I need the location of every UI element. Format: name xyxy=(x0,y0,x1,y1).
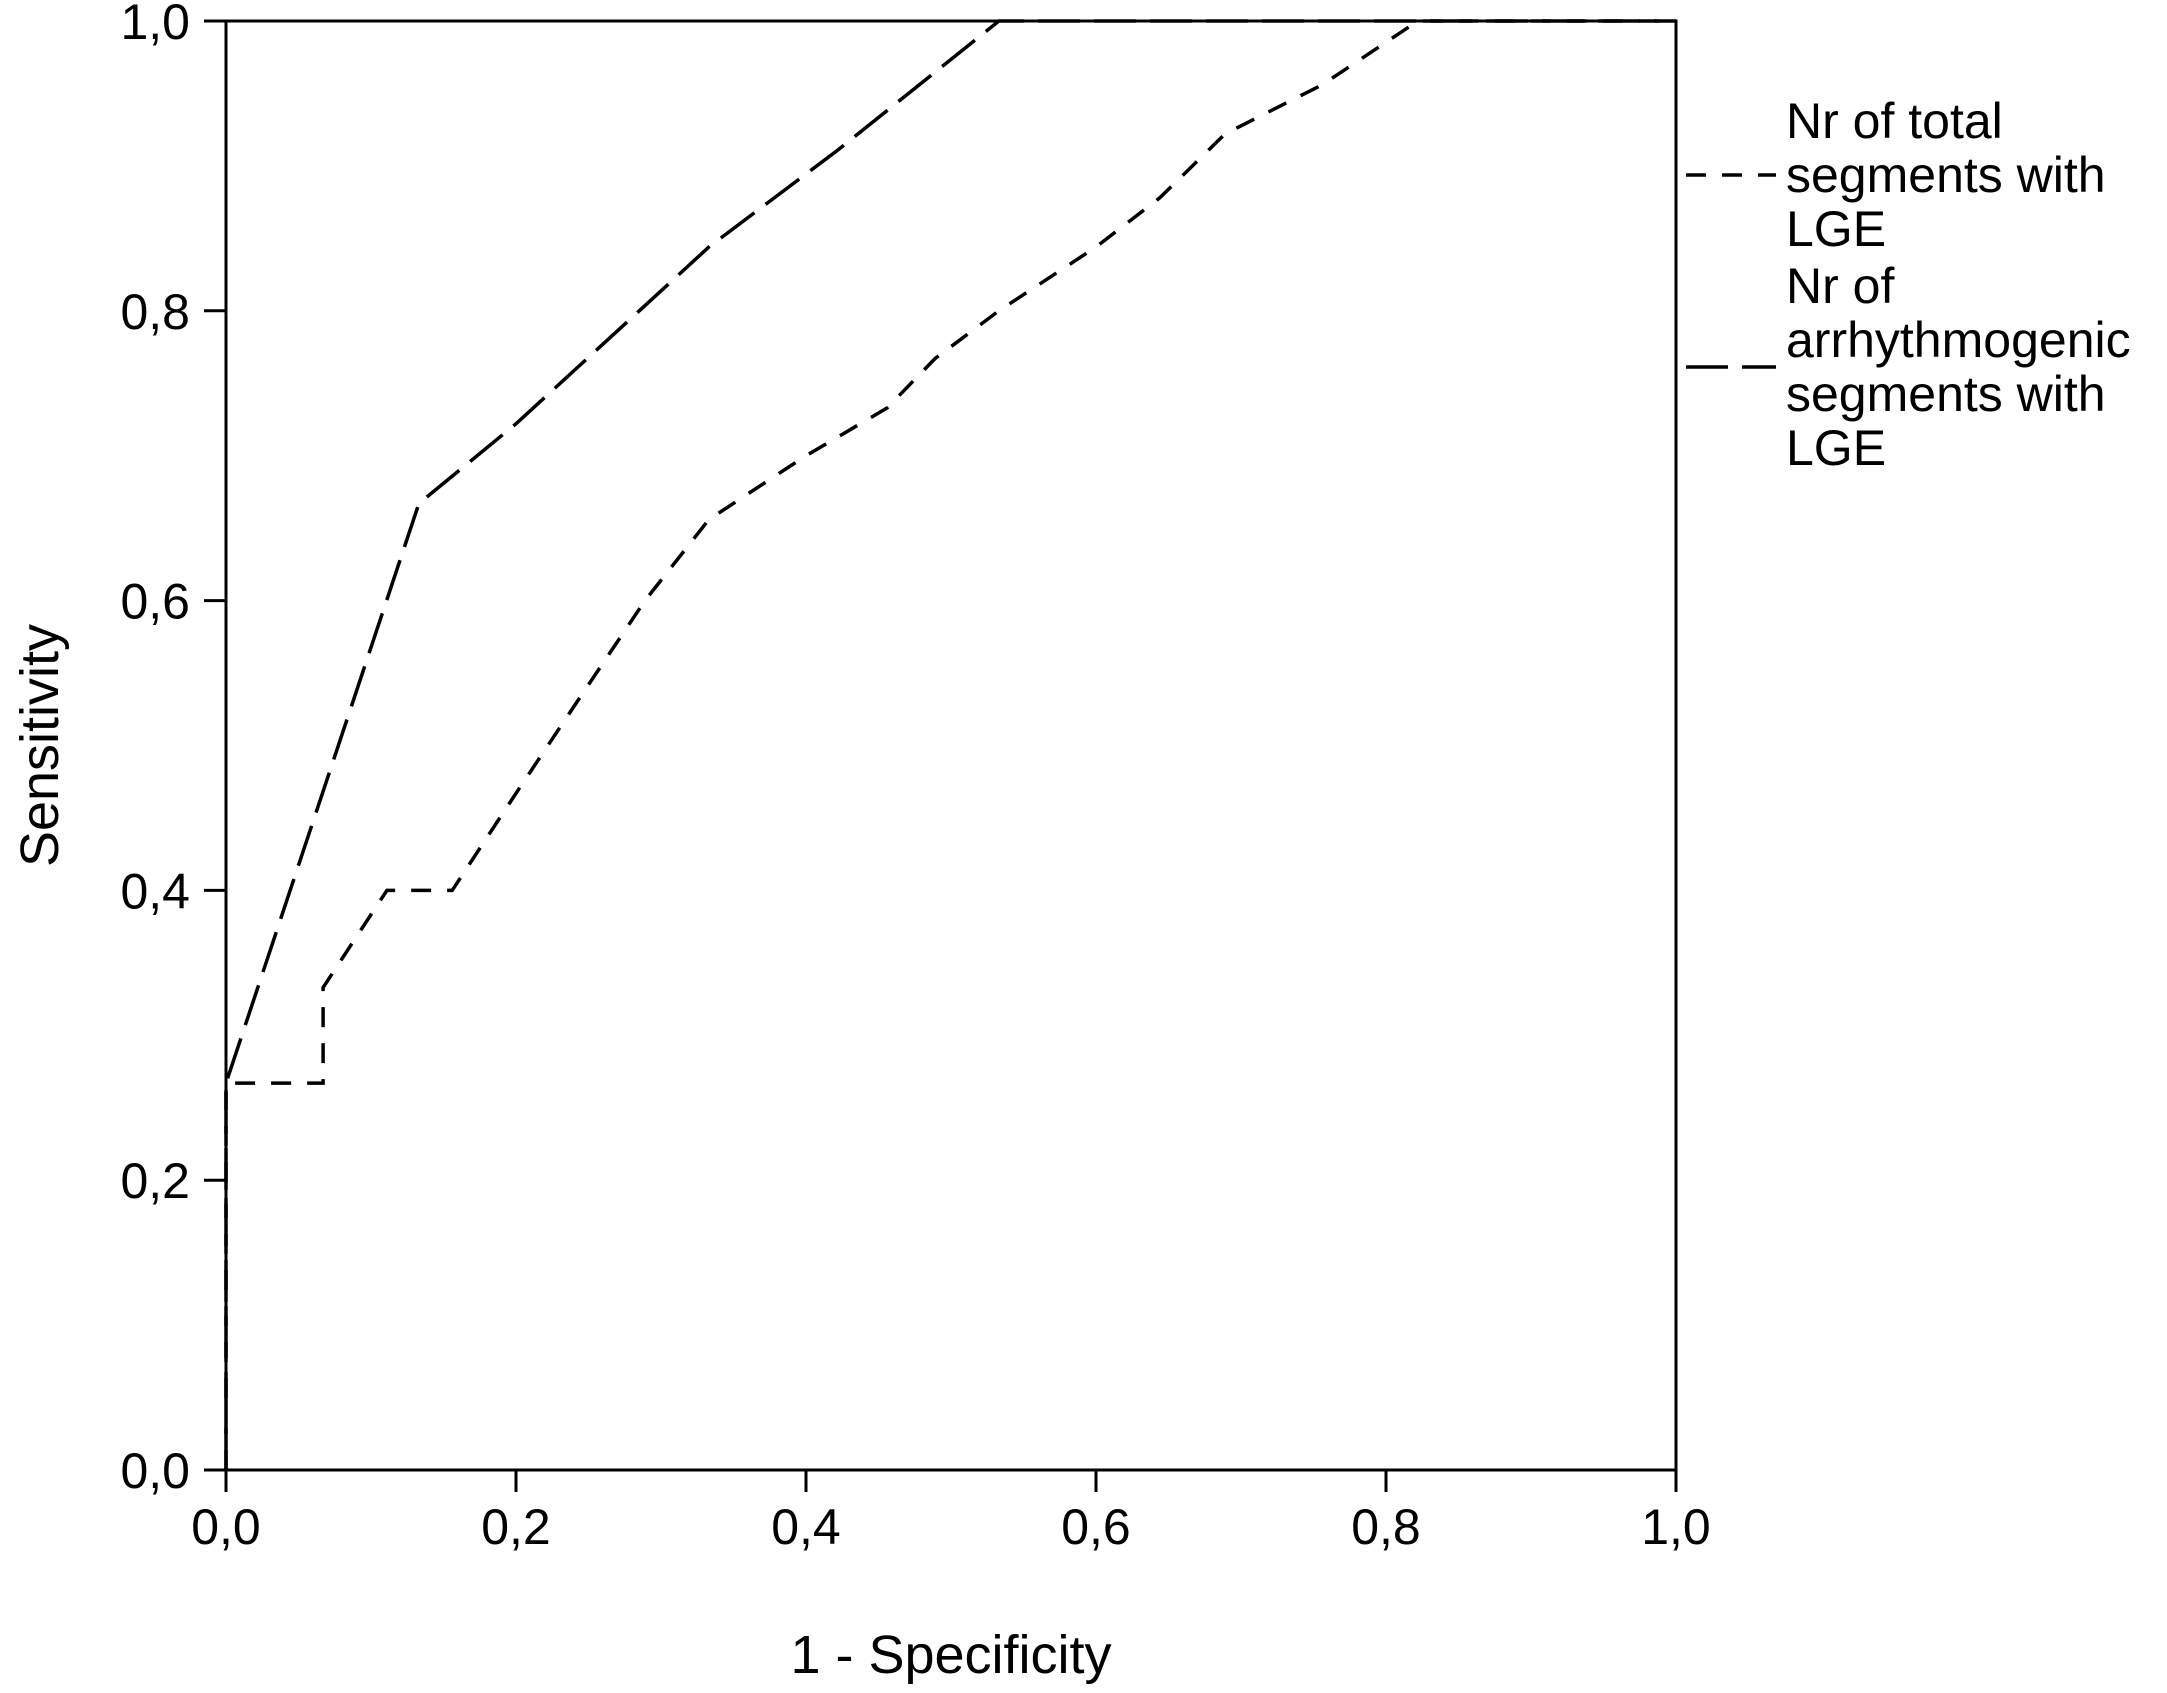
series-layer xyxy=(224,19,1676,1470)
y-tick-label: 0,0 xyxy=(120,1443,190,1499)
legend-item-1: Nr of total segments with LGE xyxy=(1686,93,2106,257)
legend-label-line: Nr of xyxy=(1786,258,1894,314)
legend-label-line: Nr of total xyxy=(1786,93,2003,149)
x-axis: 0,0 0,2 0,4 0,6 0,8 1,0 xyxy=(191,1470,1711,1555)
x-tick-label: 0,0 xyxy=(191,1499,261,1555)
x-tick-label: 0,6 xyxy=(1061,1499,1131,1555)
legend-label-line: LGE xyxy=(1786,201,1886,257)
y-axis: 0,0 0,2 0,4 0,6 0,8 1,0 xyxy=(120,0,226,1499)
legend-label: Nr of total segments with LGE xyxy=(1786,93,2106,257)
x-tick-label: 0,2 xyxy=(481,1499,551,1555)
plot-frame xyxy=(224,19,1678,1472)
x-tick-label: 1,0 xyxy=(1641,1499,1711,1555)
legend-label-line: arrhythmogenic xyxy=(1786,312,2131,368)
legend-label: Nr of arrhythmogenic segments with LGE xyxy=(1786,258,2131,476)
y-tick-label: 0,2 xyxy=(120,1153,190,1209)
x-tick-label: 0,4 xyxy=(771,1499,841,1555)
y-tick-label: 1,0 xyxy=(120,0,190,50)
series-line-2 xyxy=(224,19,1676,1470)
legend-label-line: LGE xyxy=(1786,420,1886,476)
x-axis-title: 1 - Specificity xyxy=(790,1625,1111,1685)
x-tick-label: 0,8 xyxy=(1351,1499,1421,1555)
y-tick-label: 0,6 xyxy=(120,574,190,630)
y-tick-label: 0,8 xyxy=(120,284,190,340)
y-axis-title: Sensitivity xyxy=(10,624,70,867)
series-line-1 xyxy=(224,19,1676,1470)
legend-label-line: segments with xyxy=(1786,147,2106,203)
legend-item-2: Nr of arrhythmogenic segments with LGE xyxy=(1686,258,2131,476)
plot-border xyxy=(224,19,1678,1472)
legend-label-line: segments with xyxy=(1786,366,2106,422)
y-tick-label: 0,4 xyxy=(120,863,190,919)
